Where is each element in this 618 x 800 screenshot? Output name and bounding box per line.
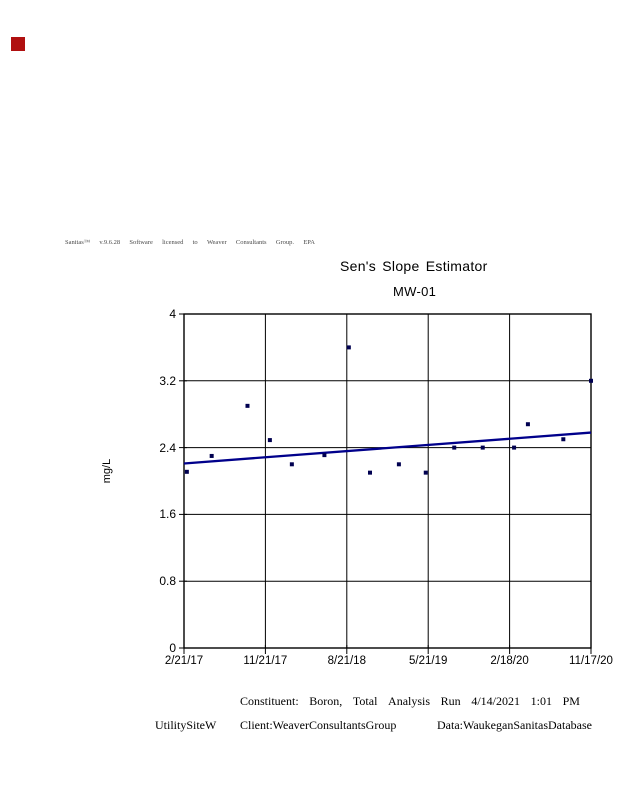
x-tick-label: 11/17/20 <box>569 655 613 667</box>
footer-word: Run <box>440 694 461 708</box>
plot-border <box>183 313 592 649</box>
footer-word: Total <box>352 694 378 708</box>
x-tick-label: 11/21/17 <box>243 655 288 667</box>
data-point <box>184 469 189 474</box>
data-point <box>322 453 327 458</box>
watermark-word: v.9.6.28 <box>99 239 121 246</box>
watermark-word: to <box>192 239 198 246</box>
data-point <box>209 453 214 458</box>
data-point <box>245 403 250 408</box>
footer-word: Constituent: <box>240 694 299 708</box>
data-point <box>267 438 272 443</box>
footer-word: 1:01 <box>530 694 552 708</box>
data-point <box>525 422 530 427</box>
footer-analysis-line: Constituent: Boron, Total Analysis Run 4… <box>240 694 580 709</box>
chart-title: Sen's Slope Estimator <box>340 258 488 274</box>
data-point <box>423 470 428 475</box>
footer-database: Data:WaukeganSanitasDatabase <box>437 718 592 732</box>
footer-word: PM <box>562 694 580 708</box>
data-point <box>289 462 294 467</box>
y-axis-tick-labels: 0 0.8 1.6 2.4 3.2 4 <box>134 307 176 655</box>
watermark-word: Group. <box>275 239 295 246</box>
watermark-word: Weaver <box>206 239 227 246</box>
footer-site: UtilitySiteW <box>155 718 217 732</box>
data-point <box>589 378 593 383</box>
x-tick-label: 2/18/20 <box>490 655 529 667</box>
x-tick-label: 2/21/17 <box>164 655 204 667</box>
y-tick-label: 4 <box>169 307 176 321</box>
x-tick-label: 5/21/19 <box>409 655 448 667</box>
footer-client: Client:WeaverConsultantsGroup <box>240 718 397 732</box>
sanitas-watermark: Sanitas™ v.9.6.28 Software licensed to W… <box>65 239 315 246</box>
y-tick-label: 1.6 <box>159 507 176 522</box>
data-point <box>346 345 351 350</box>
watermark-word: Consultants <box>235 239 267 246</box>
watermark-word: Software <box>129 239 153 246</box>
data-point <box>561 437 566 442</box>
plot-area <box>179 313 593 654</box>
chart-subtitle: MW-01 <box>393 284 437 299</box>
y-tick-label: 0.8 <box>159 574 176 589</box>
data-point <box>452 445 457 450</box>
watermark-word: Sanitas™ <box>65 239 91 246</box>
footer-word: 4/14/2021 <box>471 694 520 708</box>
x-tick-label: 8/21/18 <box>327 655 366 667</box>
footer-word: Analysis <box>388 694 431 708</box>
y-axis-label: mg/L <box>101 458 113 484</box>
footer-word: Boron, <box>309 694 343 708</box>
y-tick-label: 2.4 <box>159 440 176 455</box>
red-square-marker <box>11 37 25 51</box>
y-tick-label: 0 <box>169 641 176 655</box>
sen-trend-line <box>183 431 592 465</box>
watermark-word: licensed <box>162 239 184 246</box>
x-axis-tick-labels: 2/21/17 11/21/17 8/21/18 5/21/19 2/18/20 11/1… <box>165 653 613 669</box>
data-point <box>512 445 517 450</box>
data-point <box>367 470 372 475</box>
watermark-word: EPA <box>303 239 315 246</box>
data-point <box>480 445 485 450</box>
y-tick-label: 3.2 <box>159 373 176 388</box>
data-point <box>396 462 401 467</box>
